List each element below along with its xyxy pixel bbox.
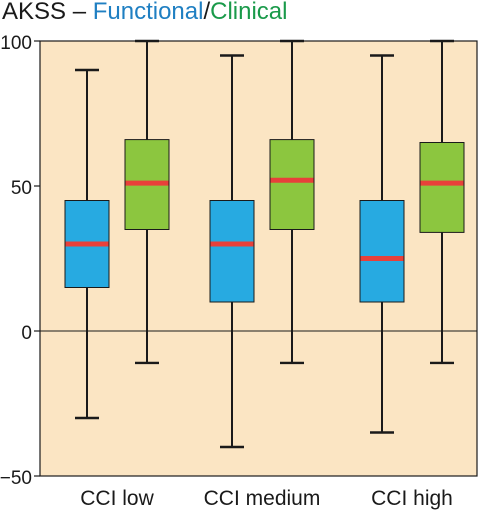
x-category-label: CCI low — [80, 487, 154, 510]
x-category-label: CCI medium — [204, 487, 321, 510]
y-tick-label: −50 — [0, 468, 32, 489]
title-prefix: AKSS – — [2, 0, 93, 25]
clinical-box — [269, 139, 315, 231]
chart-title: AKSS – Functional/Clinical — [2, 0, 287, 26]
y-tick-label: 100 — [0, 33, 32, 54]
functional-box — [359, 200, 405, 303]
x-category-label: CCI high — [371, 487, 453, 510]
y-tick-label: 50 — [11, 178, 32, 199]
title-separator: / — [203, 0, 211, 25]
clinical-box — [419, 142, 465, 233]
title-functional: Functional — [92, 0, 204, 25]
functional-box — [209, 200, 255, 303]
title-clinical: Clinical — [210, 0, 288, 25]
y-tick-label: 0 — [21, 323, 32, 344]
